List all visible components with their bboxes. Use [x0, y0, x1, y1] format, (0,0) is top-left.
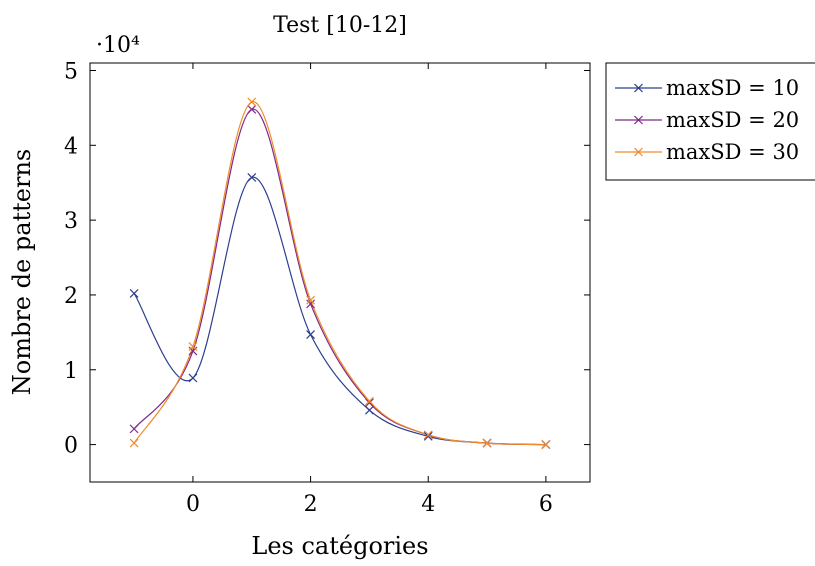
- chart-title: Test [10-12]: [273, 13, 407, 38]
- data-point: [188, 373, 198, 383]
- legend-entry: maxSD = 20: [615, 108, 799, 132]
- data-point: [423, 430, 433, 440]
- y-scale-label: ·10⁴: [96, 33, 140, 58]
- x-tick-label: 6: [539, 492, 553, 517]
- x-tick-label: 0: [186, 492, 200, 517]
- y-axis-title: Nombre de patterns: [8, 149, 36, 395]
- data-point: [364, 405, 374, 415]
- data-point: [306, 330, 316, 340]
- legend: maxSD = 10 maxSD = 20 maxSD = 30: [605, 62, 815, 181]
- data-point: [541, 440, 551, 450]
- legend-marker: [634, 147, 643, 157]
- x-axis: 0 2 4 6: [186, 63, 553, 517]
- data-point: [129, 438, 139, 448]
- y-tick-label: 3: [64, 209, 78, 234]
- x-axis-title: Les catégories: [251, 532, 428, 560]
- data-point: [482, 438, 492, 448]
- data-point: [306, 295, 316, 305]
- legend-marker: [634, 115, 643, 125]
- legend-label: maxSD = 10: [666, 76, 799, 100]
- plot-frame: [89, 62, 591, 483]
- y-tick-label: 2: [64, 284, 78, 309]
- data-point: [306, 299, 316, 309]
- legend-label: maxSD = 20: [666, 108, 799, 132]
- data-point: [247, 173, 257, 182]
- series-lines: [133, 101, 546, 446]
- y-tick-label: 0: [64, 434, 78, 459]
- data-point: [129, 289, 139, 298]
- series-line-3: [133, 101, 546, 446]
- legend-marker: [634, 83, 643, 93]
- data-point: [188, 342, 198, 351]
- x-tick-label: 4: [421, 492, 435, 517]
- series-markers: [129, 97, 551, 450]
- y-tick-label: 4: [64, 134, 78, 159]
- data-point: [129, 424, 139, 434]
- y-tick-label: 5: [64, 59, 78, 84]
- data-point: [364, 396, 374, 406]
- series-line-2: [133, 108, 546, 446]
- data-point: [423, 431, 433, 441]
- y-axis: 0 1 2 3 4 5: [64, 59, 590, 459]
- legend-label: maxSD = 30: [666, 140, 799, 164]
- data-point: [364, 398, 374, 408]
- legend-entry: maxSD = 10: [615, 76, 799, 100]
- series-line-1: [133, 176, 546, 446]
- data-point: [247, 104, 257, 114]
- data-point: [247, 97, 257, 107]
- x-tick-label: 2: [304, 492, 318, 517]
- y-tick-label: 1: [64, 359, 78, 384]
- legend-entry: maxSD = 30: [615, 140, 799, 164]
